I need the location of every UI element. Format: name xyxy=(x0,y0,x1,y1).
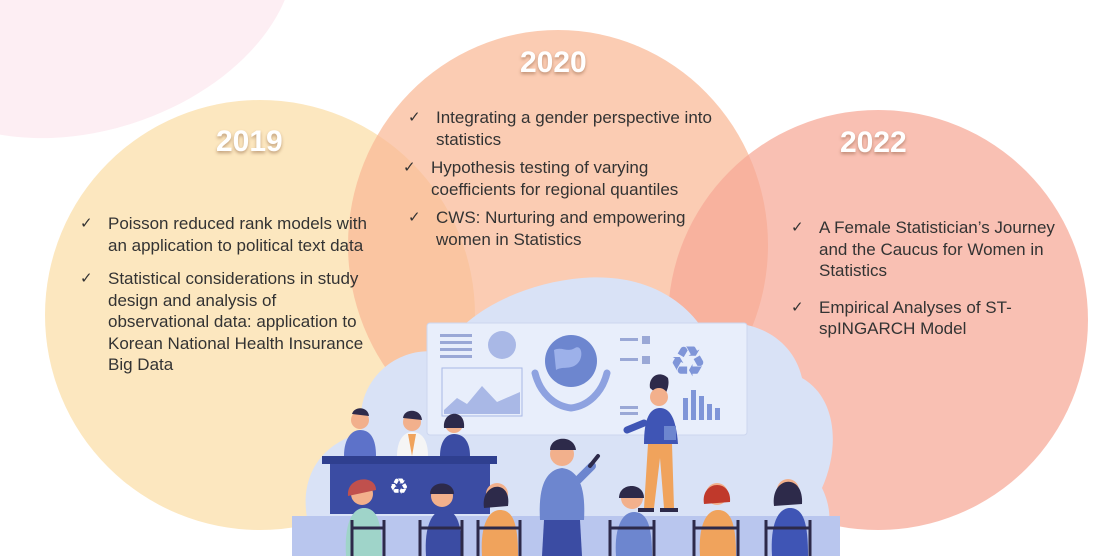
list-item-text: Hypothesis testing of varying coefficien… xyxy=(431,158,679,199)
recycle-icon: ♻ xyxy=(669,337,707,386)
small-globe-icon xyxy=(488,331,516,359)
check-icon: ✓ xyxy=(791,298,804,316)
list-item: ✓ Poisson reduced rank models with an ap… xyxy=(80,213,380,256)
bullet-list-2022: ✓ A Female Statistician’s Journey and th… xyxy=(791,217,1061,340)
year-heading-2019: 2019 xyxy=(216,125,283,158)
list-item: ✓ A Female Statistician’s Journey and th… xyxy=(791,217,1061,282)
list-item-text: Empirical Analyses of ST-spINGARCH Model xyxy=(819,297,1012,339)
presentation-screen: ♻ xyxy=(426,322,748,436)
recycle-icon: ♻ xyxy=(389,475,409,500)
chairs xyxy=(350,520,812,556)
check-icon: ✓ xyxy=(408,209,421,226)
list-item: ✓ Empirical Analyses of ST-spINGARCH Mod… xyxy=(791,297,1061,340)
audience-member xyxy=(699,483,736,556)
presenter xyxy=(623,374,678,512)
panelist xyxy=(344,408,376,456)
list-item: ✓ Statistical considerations in study de… xyxy=(80,268,380,376)
list-item-text: Poisson reduced rank models with an appl… xyxy=(108,214,367,255)
list-item-text: CWS: Nurturing and empowering women in S… xyxy=(436,208,686,249)
panelist xyxy=(397,410,428,456)
bullet-list-2019: ✓ Poisson reduced rank models with an ap… xyxy=(80,213,380,376)
microphone-icon xyxy=(588,454,600,468)
list-item-text: A Female Statistician’s Journey and the … xyxy=(819,218,1055,280)
audience-member xyxy=(481,483,518,556)
list-item: ✓ Hypothesis testing of varying coeffici… xyxy=(403,157,728,200)
conference-illustration: ♻ ♻ xyxy=(292,277,840,556)
panel-table: ♻ xyxy=(322,456,497,514)
list-item: ✓ Integrating a gender perspective into … xyxy=(408,107,728,150)
year-heading-2020: 2020 xyxy=(520,46,587,79)
audience-member xyxy=(345,479,382,556)
audience-member xyxy=(615,486,652,556)
bullet-list-2020: ✓ Integrating a gender perspective into … xyxy=(403,107,728,250)
year-heading-2022: 2022 xyxy=(840,126,907,159)
list-item-text: Integrating a gender perspective into st… xyxy=(436,108,712,149)
list-item: ✓ CWS: Nurturing and empowering women in… xyxy=(408,207,728,250)
check-icon: ✓ xyxy=(791,219,804,236)
check-icon: ✓ xyxy=(80,215,93,232)
check-icon: ✓ xyxy=(80,270,93,287)
check-icon: ✓ xyxy=(403,159,416,176)
check-icon: ✓ xyxy=(408,109,421,126)
audience-member-speaking xyxy=(539,438,600,556)
panelist xyxy=(440,413,470,456)
audience-member xyxy=(425,483,462,556)
audience-member xyxy=(771,479,808,556)
list-item-text: Statistical considerations in study desi… xyxy=(108,269,364,374)
